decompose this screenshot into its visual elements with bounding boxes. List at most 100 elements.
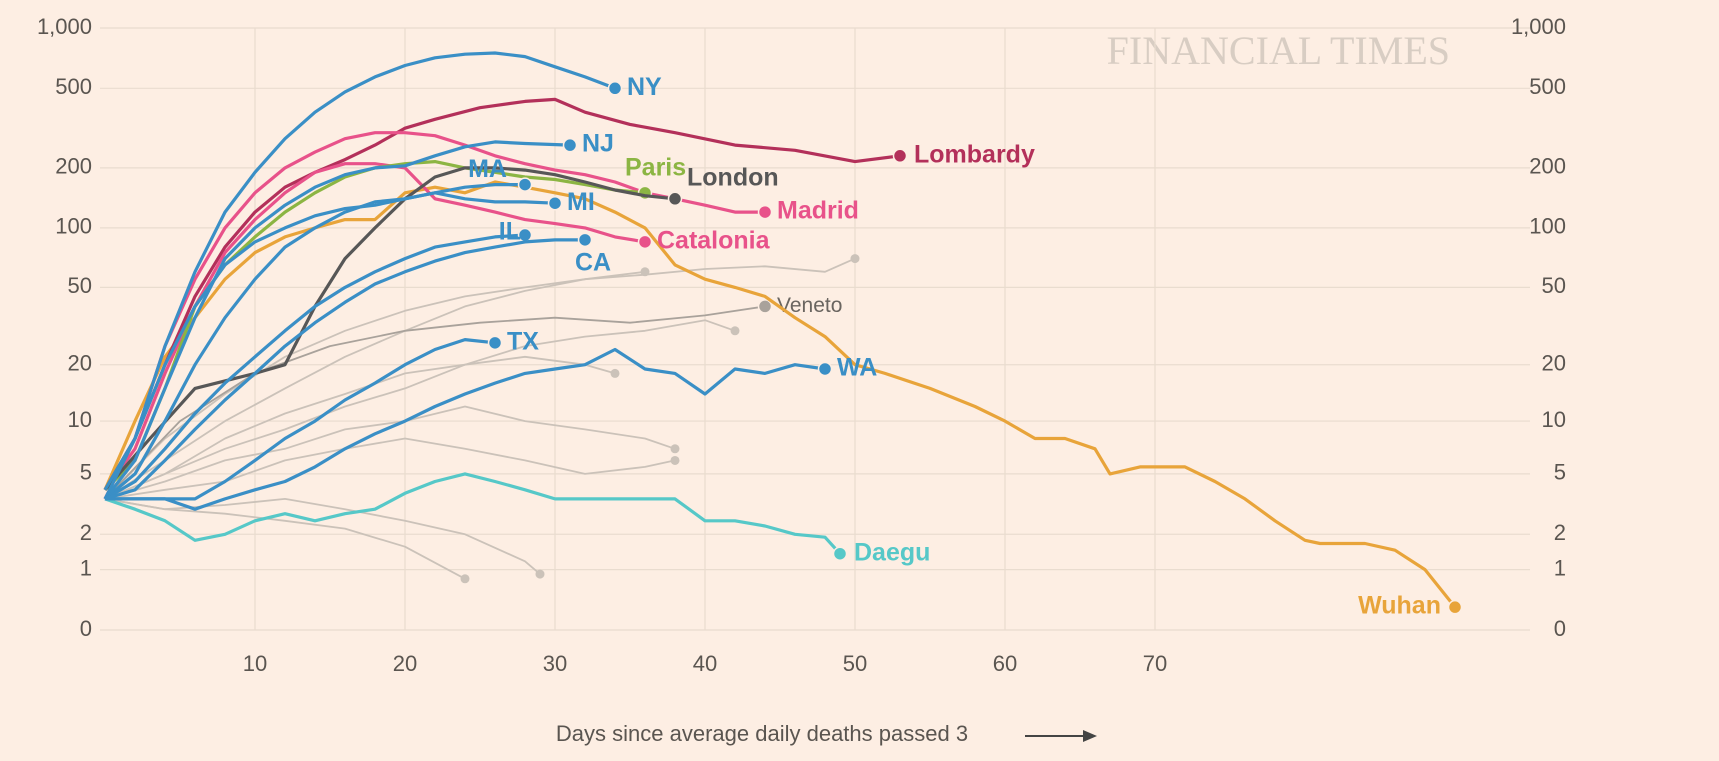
x-axis-label: Days since average daily deaths passed 3 xyxy=(556,721,968,746)
y2-tick-label: 50 xyxy=(1542,273,1566,298)
y-tick-label: 100 xyxy=(55,214,92,239)
y2-tick-label: 0 xyxy=(1554,616,1566,641)
end-point xyxy=(547,195,563,211)
series-label: NJ xyxy=(582,130,614,158)
series-line xyxy=(104,472,842,555)
end-point xyxy=(832,546,848,561)
y2-tick-label: 500 xyxy=(1529,74,1566,99)
series: London xyxy=(103,163,779,491)
end-point xyxy=(517,177,533,192)
series-label: Paris xyxy=(625,153,686,181)
series-label: Veneto xyxy=(777,294,842,317)
series: IL xyxy=(104,218,533,501)
end-point xyxy=(535,569,545,579)
end-point xyxy=(817,361,833,377)
y2-tick-label: 1 xyxy=(1554,555,1566,580)
y2-tick-label: 1,000 xyxy=(1511,14,1566,39)
series xyxy=(104,254,860,500)
end-point xyxy=(670,444,680,454)
x-tick-label: 60 xyxy=(993,651,1017,676)
series-label: Catalonia xyxy=(657,226,771,254)
x-tick-label: 20 xyxy=(393,651,417,676)
series-line xyxy=(103,191,556,491)
series xyxy=(104,267,650,500)
series: Veneto xyxy=(104,294,842,500)
end-point xyxy=(610,368,620,378)
series-label: NY xyxy=(627,73,662,101)
end-point xyxy=(640,267,650,277)
end-point xyxy=(637,234,653,250)
y-tick-label: 200 xyxy=(55,154,92,179)
end-point xyxy=(757,204,773,220)
y-tick-label: 50 xyxy=(68,273,92,298)
series-line xyxy=(103,131,765,500)
x-arrow xyxy=(1025,730,1097,742)
series-line xyxy=(103,183,525,501)
series-line xyxy=(104,319,736,500)
y2-tick-label: 10 xyxy=(1542,407,1566,432)
series-line xyxy=(104,270,646,500)
end-point xyxy=(460,574,470,584)
series-line xyxy=(103,97,901,491)
series-label: MA xyxy=(468,155,507,183)
series: MA xyxy=(103,155,533,501)
series: NY xyxy=(103,51,662,500)
y-tick-label: 1 xyxy=(80,555,92,580)
series-line xyxy=(104,233,526,501)
series: Wuhan xyxy=(103,180,1463,620)
series-label: WA xyxy=(837,354,877,382)
y2-tick-label: 200 xyxy=(1529,154,1566,179)
x-tick-label: 50 xyxy=(843,651,867,676)
series-line xyxy=(103,140,571,500)
y-tick-label: 10 xyxy=(68,407,92,432)
y2-tick-label: 20 xyxy=(1542,351,1566,376)
series-line xyxy=(103,180,1457,609)
series: Lombardy xyxy=(103,97,1035,491)
y2-tick-label: 2 xyxy=(1554,520,1566,545)
series-line xyxy=(103,166,676,491)
x-tick-label: 30 xyxy=(543,651,567,676)
series-line xyxy=(104,257,856,500)
series-label: MI xyxy=(567,188,595,216)
end-point xyxy=(562,137,578,153)
series-line xyxy=(104,437,676,500)
watermark: FINANCIAL TIMES xyxy=(1107,28,1450,73)
y-tick-label: 500 xyxy=(55,74,92,99)
y2-tick-label: 100 xyxy=(1529,214,1566,239)
series-line xyxy=(105,347,826,511)
end-point xyxy=(577,232,593,248)
series-label: IL xyxy=(499,218,521,246)
series-label: CA xyxy=(575,248,611,276)
series-line xyxy=(104,305,766,500)
end-point xyxy=(730,326,740,336)
series xyxy=(104,319,740,500)
series-line xyxy=(105,338,496,501)
y-tick-label: 0 xyxy=(80,616,92,641)
series: MI xyxy=(103,188,595,491)
series: TX xyxy=(105,327,539,501)
x-tick-label: 40 xyxy=(693,651,717,676)
series-label: London xyxy=(687,163,779,191)
end-point xyxy=(1447,599,1463,615)
series-line xyxy=(103,51,616,500)
series-label: Wuhan xyxy=(1358,592,1441,620)
series-label: Madrid xyxy=(777,197,859,225)
series: CA xyxy=(104,232,611,501)
series xyxy=(104,437,680,500)
series: Daegu xyxy=(104,472,930,566)
series: NJ xyxy=(103,130,614,500)
y-tick-label: 20 xyxy=(68,351,92,376)
end-point xyxy=(487,335,503,351)
end-point xyxy=(667,191,683,207)
y-tick-label: 1,000 xyxy=(37,14,92,39)
series-label: TX xyxy=(507,327,539,355)
y-tick-label: 5 xyxy=(80,460,92,485)
x-tick-label: 10 xyxy=(243,651,267,676)
end-point xyxy=(757,299,773,314)
y2-tick-label: 5 xyxy=(1554,460,1566,485)
series-line xyxy=(104,498,541,575)
series-label: Daegu xyxy=(854,538,930,566)
series: WA xyxy=(105,347,877,511)
